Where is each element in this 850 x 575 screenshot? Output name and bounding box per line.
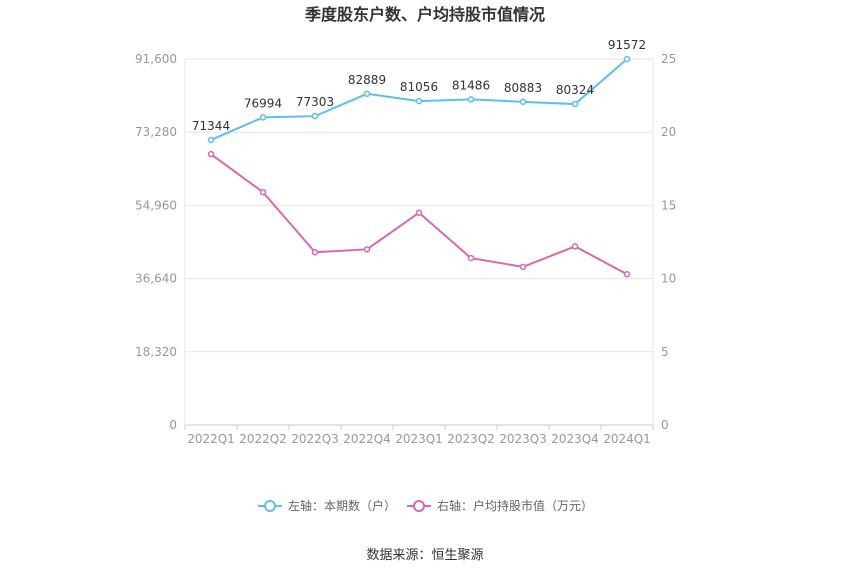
data-point	[311, 112, 319, 120]
legend-label: 右轴：户均持股市值（万元）	[437, 498, 593, 513]
x-axis-ticks: 2022Q1 2022Q2 2022Q3 2022Q4 2023Q1 2023Q2 2023…	[184, 425, 654, 446]
legend[interactable]: 左轴：本期数（户） 右轴：户均持股市值（万元）	[258, 498, 593, 513]
right-axis-tick-label: 15	[661, 198, 676, 212]
right-axis-tick-label: 0	[661, 418, 669, 432]
data-point	[415, 209, 423, 216]
data-point	[311, 248, 319, 256]
data-label: 77303	[296, 95, 334, 109]
left-axis-tick-label: 0	[169, 418, 177, 432]
x-axis-tick-label: 2022Q2	[239, 432, 287, 446]
chart-title: 季度股东户数、户均持股市值情况	[304, 5, 545, 24]
x-axis-tick-label: 2022Q1	[187, 432, 235, 446]
grid-lines	[184, 58, 654, 426]
x-axis-tick-label: 2023Q3	[499, 432, 547, 446]
left-axis-ticks: 0 18,320 36,640 54,960 73,280 91,600	[135, 52, 177, 432]
x-axis-tick-label: 2023Q2	[447, 432, 495, 446]
data-point	[363, 90, 371, 98]
data-point	[623, 270, 631, 278]
data-point	[571, 100, 579, 108]
data-point	[623, 55, 631, 63]
legend-item[interactable]: 右轴：户均持股市值（万元）	[407, 498, 593, 513]
legend-item[interactable]: 左轴：本期数（户）	[258, 498, 396, 513]
x-axis-tick-label: 2023Q4	[551, 432, 599, 446]
data-label: 81056	[400, 80, 438, 94]
legend-marker	[264, 500, 276, 512]
data-label: 91572	[608, 38, 646, 52]
left-axis-tick-label: 91,600	[135, 52, 177, 66]
right-axis-tick-label: 20	[661, 125, 676, 139]
left-axis-tick-label: 36,640	[135, 272, 177, 286]
series-lines: 71344 76994 77303 82889 81056 81486 80883 80324…	[192, 38, 646, 278]
left-axis-tick-label: 54,960	[135, 198, 177, 212]
left-axis-tick-label: 18,320	[135, 345, 177, 359]
data-label: 71344	[192, 119, 230, 133]
data-point	[259, 114, 267, 121]
data-point	[519, 263, 527, 271]
x-axis-tick-label: 2022Q4	[343, 432, 391, 446]
data-point	[363, 246, 371, 253]
x-axis-tick-label: 2024Q1	[603, 432, 651, 446]
data-point	[207, 136, 215, 144]
legend-marker	[413, 500, 425, 512]
data-point	[467, 96, 475, 103]
left-axis-tick-label: 73,280	[135, 125, 177, 139]
data-point	[415, 97, 423, 105]
x-axis-tick-label: 2023Q1	[395, 432, 443, 446]
right-axis-tick-label: 10	[661, 272, 676, 286]
right-axis-tick-label: 25	[661, 52, 676, 66]
data-point	[467, 254, 475, 262]
right-axis-ticks: 0 5 10 15 20 25	[661, 52, 676, 432]
data-point	[519, 98, 527, 106]
data-source: 数据来源：恒生聚源	[366, 548, 483, 563]
data-point	[571, 243, 579, 250]
data-label: 80883	[504, 81, 542, 95]
data-label: 80324	[556, 83, 594, 97]
legend-label: 左轴：本期数（户）	[288, 498, 396, 513]
data-label: 82889	[348, 73, 386, 87]
x-axis-tick-label: 2022Q3	[291, 432, 339, 446]
data-label: 76994	[244, 96, 282, 110]
data-point	[259, 188, 267, 196]
right-axis-tick-label: 5	[661, 345, 669, 359]
data-label: 81486	[452, 78, 490, 92]
data-point	[207, 150, 215, 158]
